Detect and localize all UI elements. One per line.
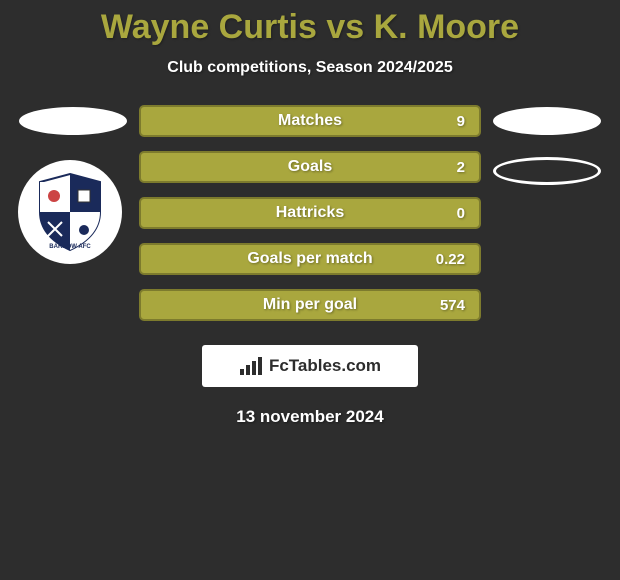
- stat-bar: Hattricks 0: [139, 197, 481, 229]
- stats-column: Matches 9 Goals 2 Hattricks 0 Goals per …: [139, 105, 481, 321]
- right-player-column: [493, 105, 601, 321]
- bar-chart-icon: [239, 356, 263, 376]
- club-crest: BARROW AFC: [18, 160, 122, 264]
- player-ellipse-right: [493, 107, 601, 135]
- stat-value: 9: [457, 113, 465, 130]
- stat-value: 574: [440, 297, 465, 314]
- shield-icon: BARROW AFC: [34, 172, 106, 252]
- svg-text:BARROW AFC: BARROW AFC: [49, 244, 91, 250]
- comparison-title: Wayne Curtis vs K. Moore: [0, 8, 620, 47]
- date-text: 13 november 2024: [0, 407, 620, 427]
- stat-bar: Matches 9: [139, 105, 481, 137]
- stat-label: Goals per match: [247, 250, 372, 268]
- stat-bar: Min per goal 574: [139, 289, 481, 321]
- player-ellipse-right-2: [493, 157, 601, 185]
- stat-bar: Goals per match 0.22: [139, 243, 481, 275]
- stat-value: 0: [457, 205, 465, 222]
- branding-badge: FcTables.com: [202, 345, 418, 387]
- stat-value: 2: [457, 159, 465, 176]
- stat-label: Matches: [278, 112, 342, 130]
- stat-label: Hattricks: [276, 204, 344, 222]
- stats-area: BARROW AFC Matches 9 Goals 2 Hattricks 0…: [0, 105, 620, 321]
- branding-text: FcTables.com: [269, 356, 381, 376]
- stat-label: Min per goal: [263, 296, 357, 314]
- season-subtitle: Club competitions, Season 2024/2025: [0, 59, 620, 77]
- player-ellipse-left: [19, 107, 127, 135]
- stat-label: Goals: [288, 158, 332, 176]
- stat-bar: Goals 2: [139, 151, 481, 183]
- stat-value: 0.22: [436, 251, 465, 268]
